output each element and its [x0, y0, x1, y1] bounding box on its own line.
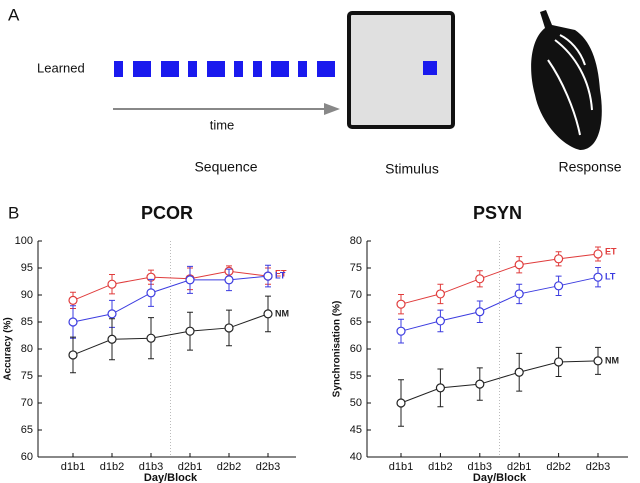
data-point: [146, 333, 156, 343]
data-point: [514, 367, 524, 377]
series-label: LT: [605, 272, 616, 282]
sequence-label: Learned: [37, 60, 85, 75]
series-line: [400, 276, 599, 332]
data-point: [68, 350, 78, 360]
data-point: [553, 357, 564, 367]
data-point: [475, 379, 485, 389]
y-tick-label: 80: [350, 235, 362, 247]
data-point: [593, 249, 603, 259]
data-point: [396, 326, 406, 336]
data-point: [435, 289, 445, 299]
data-point: [396, 299, 406, 309]
data-point: [107, 279, 117, 289]
y-tick-label: 90: [21, 289, 33, 301]
hand-icon: [531, 10, 602, 150]
x-tick-label: d1b2: [428, 461, 452, 473]
y-tick-label: 70: [21, 397, 33, 409]
series-line: [400, 253, 599, 305]
series-line: [400, 360, 599, 404]
x-tick-label: d1b2: [100, 461, 124, 473]
y-tick-label: 70: [350, 289, 362, 301]
y-tick-label: 55: [350, 370, 362, 382]
screen: [347, 11, 455, 129]
y-tick-label: 60: [21, 451, 33, 463]
y-axis-label: Synchronisation (%): [332, 301, 343, 398]
x-axis-label: Day/Block: [473, 472, 527, 483]
x-tick-label: d1b1: [389, 461, 413, 473]
data-point: [475, 307, 485, 317]
x-tick-label: d2b1: [178, 461, 202, 473]
data-point: [553, 281, 564, 291]
series-label: NM: [605, 355, 619, 365]
time-label: time: [210, 117, 235, 132]
data-point: [263, 271, 273, 281]
y-tick-label: 100: [15, 235, 33, 247]
data-point: [146, 288, 156, 298]
data-point: [68, 317, 78, 327]
x-tick-label: d1b3: [468, 461, 492, 473]
data-point: [263, 309, 273, 319]
data-point: [553, 254, 564, 264]
x-tick-label: d1b3: [139, 461, 163, 473]
panel-label: B: [8, 203, 19, 222]
data-point: [224, 275, 234, 285]
caption: Sequence: [194, 159, 257, 175]
data-point: [396, 398, 406, 408]
data-point: [514, 289, 524, 299]
series-label: ET: [605, 246, 617, 256]
series-line: [72, 270, 269, 301]
y-tick-label: 80: [21, 343, 33, 355]
data-point: [435, 383, 445, 393]
y-tick-label: 60: [350, 343, 362, 355]
data-point: [185, 326, 195, 336]
y-axis-label: Accuracy (%): [3, 317, 14, 380]
y-tick-label: 65: [21, 424, 33, 436]
chart-title: PSYN: [473, 203, 522, 223]
data-point: [593, 272, 603, 282]
chart-title: PCOR: [141, 203, 193, 223]
y-tick-label: 65: [350, 316, 362, 328]
caption: Stimulus: [385, 161, 439, 177]
data-point: [68, 295, 78, 305]
x-tick-label: d2b1: [507, 461, 531, 473]
y-tick-label: 45: [350, 424, 362, 436]
y-tick-label: 50: [350, 397, 362, 409]
data-point: [475, 274, 485, 284]
y-tick-label: 75: [21, 370, 33, 382]
series-line: [72, 313, 269, 356]
sequence-blocks: [114, 61, 335, 77]
caption: Response: [558, 159, 621, 175]
x-tick-label: d2b2: [546, 461, 570, 473]
y-tick-label: 85: [21, 316, 33, 328]
arrow-head: [324, 103, 340, 115]
data-point: [224, 323, 234, 333]
series-label: LT: [275, 270, 286, 280]
stimulus: [423, 61, 437, 75]
panel-label: A: [8, 5, 20, 24]
y-tick-label: 75: [350, 262, 362, 274]
series-label: NM: [275, 308, 289, 318]
y-tick-label: 95: [21, 262, 33, 274]
hand-lines: [547, 34, 593, 136]
data-point: [107, 334, 117, 344]
x-tick-label: d2b3: [586, 461, 610, 473]
x-tick-label: d1b1: [61, 461, 85, 473]
series-label: ET: [275, 268, 287, 278]
x-axis-label: Day/Block: [144, 472, 198, 483]
x-tick-label: d2b2: [217, 461, 241, 473]
x-tick-label: d2b3: [256, 461, 280, 473]
data-point: [593, 356, 603, 366]
y-tick-label: 40: [350, 451, 362, 463]
data-point: [435, 316, 445, 326]
data-point: [107, 309, 117, 319]
series-line: [72, 275, 269, 323]
data-point: [514, 260, 524, 270]
data-point: [185, 275, 195, 285]
